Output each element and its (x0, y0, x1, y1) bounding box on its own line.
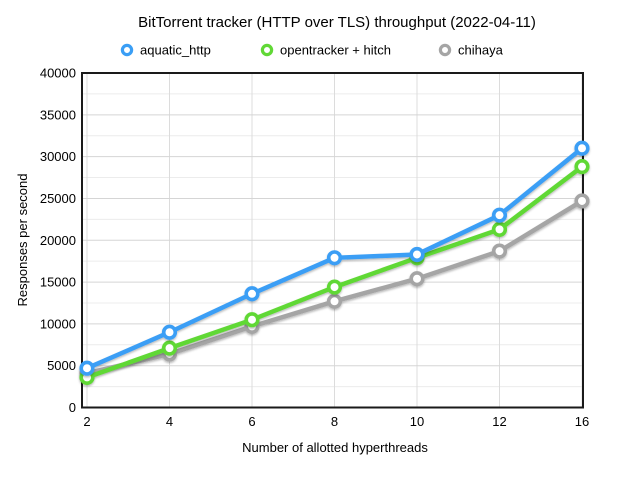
legend-item-chihaya: chihaya (438, 43, 504, 58)
y-tick-label: 35000 (40, 107, 76, 122)
data-point-aquatic-http-8 (326, 250, 343, 266)
x-tick-label: 12 (492, 414, 506, 429)
x-tick-label: 4 (166, 414, 173, 429)
y-tick-label: 30000 (40, 149, 76, 164)
legend-marker-icon (120, 43, 134, 57)
legend-marker-icon (260, 43, 274, 57)
x-tick-label: 10 (410, 414, 424, 429)
data-point-opentracker-hitch-16 (574, 159, 590, 175)
y-axis-title: Responses per second (15, 174, 30, 307)
data-point-opentracker-hitch-12 (491, 221, 508, 237)
x-tick-label: 2 (83, 414, 90, 429)
legend-label: chihaya (458, 43, 504, 58)
data-point-chihaya-8 (326, 293, 343, 309)
data-point-aquatic-http-6 (244, 286, 260, 302)
y-tick-label: 40000 (40, 66, 76, 81)
y-tick-label: 0 (69, 400, 76, 415)
y-tick-label: 25000 (40, 191, 76, 206)
x-tick-label: 8 (331, 414, 338, 429)
data-point-chihaya-10 (409, 271, 425, 287)
x-tick-label: 6 (248, 414, 255, 429)
y-tick-label: 20000 (40, 233, 76, 248)
data-point-chihaya-16 (574, 193, 590, 209)
series-aquatic-http (79, 140, 590, 376)
legend-label: opentracker + hitch (280, 43, 391, 58)
y-tick-label: 5000 (47, 358, 76, 373)
data-point-opentracker-hitch-8 (326, 279, 343, 295)
y-tick-label: 15000 (40, 275, 76, 290)
legend: aquatic_http opentracker + hitch chihaya (120, 43, 504, 58)
x-axis-tick-labels: 2 4 6 8 10 12 16 (83, 414, 589, 429)
data-point-aquatic-http-10 (409, 246, 425, 263)
legend-marker-icon (438, 43, 452, 57)
data-point-opentracker-hitch-4 (161, 340, 178, 356)
y-tick-label: 10000 (40, 316, 76, 331)
y-axis-tick-labels: 0 5000 10000 15000 20000 25000 30000 35000 40000 (40, 66, 76, 416)
data-series (79, 140, 590, 385)
legend-label: aquatic_http (140, 43, 211, 58)
data-point-chihaya-12 (491, 243, 508, 259)
data-point-aquatic-http-16 (574, 140, 590, 156)
legend-item-aquatic-http: aquatic_http (120, 43, 211, 58)
x-tick-label: 16 (575, 414, 589, 429)
x-axis-title: Number of allotted hyperthreads (242, 440, 428, 455)
data-point-aquatic-http-12 (491, 207, 508, 223)
data-point-opentracker-hitch-6 (244, 312, 260, 328)
axis-frame (81, 72, 584, 409)
legend-item-opentracker-hitch: opentracker + hitch (260, 43, 391, 58)
data-point-aquatic-http-4 (161, 324, 178, 340)
chart-title: BitTorrent tracker (HTTP over TLS) throu… (138, 14, 536, 31)
data-point-aquatic-http-2 (79, 360, 95, 376)
